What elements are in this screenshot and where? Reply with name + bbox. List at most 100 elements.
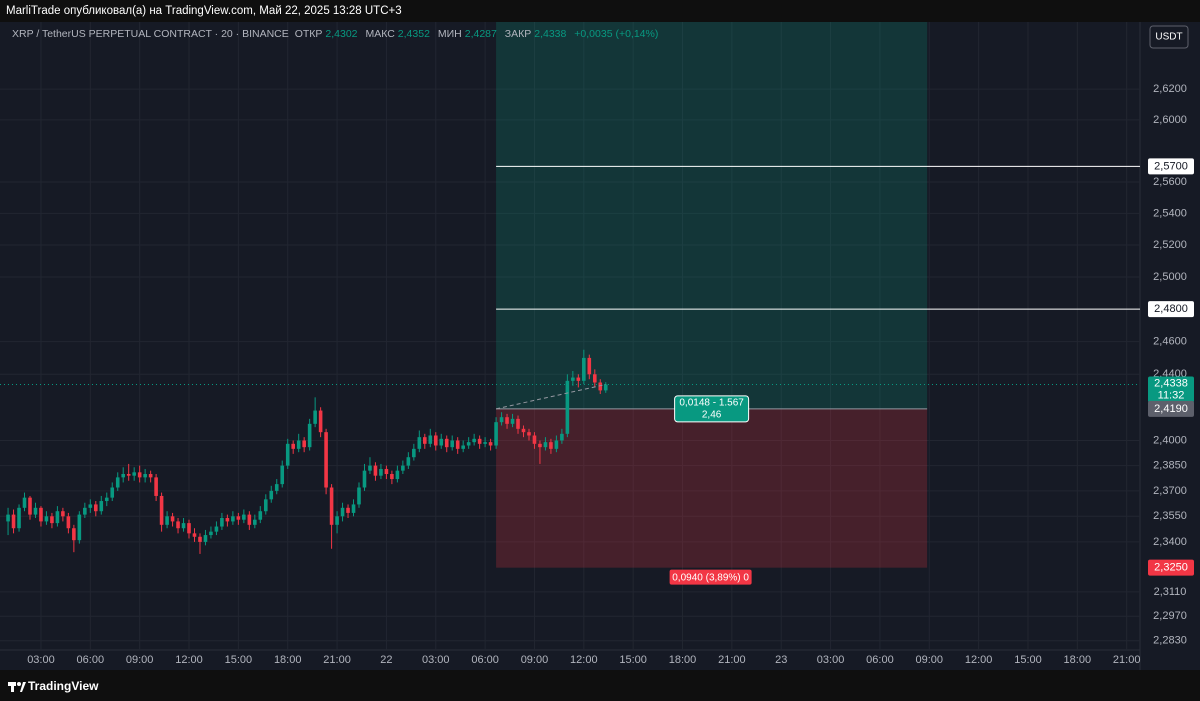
candle-body [401, 465, 405, 471]
low-value: 2,4287 [464, 28, 497, 40]
candle-body [17, 507, 21, 529]
candle-body [324, 432, 328, 488]
y-tick-label: 2,2830 [1153, 635, 1187, 647]
open-label: ОТКР [294, 28, 323, 40]
candle-body [307, 423, 312, 448]
candle-body [220, 518, 224, 527]
price-badge [1148, 301, 1194, 318]
candle-body [357, 487, 361, 505]
candle-body [422, 437, 427, 444]
candle-body [187, 523, 191, 534]
candle-body [165, 516, 169, 525]
candle-body [214, 526, 219, 532]
candle-body [318, 410, 323, 433]
candle-body [110, 487, 115, 498]
candle-body [406, 457, 411, 466]
x-tick-label: 03:00 [817, 654, 845, 666]
x-tick-label: 09:00 [126, 654, 154, 666]
open-value: 2,4302 [325, 28, 358, 40]
candle-body [302, 440, 306, 448]
x-tick-label: 21:00 [323, 654, 351, 666]
candle-body [510, 418, 515, 424]
y-tick-label: 2,3110 [1154, 586, 1187, 598]
candle-body [384, 468, 389, 475]
x-tick-label: 15:00 [619, 654, 647, 666]
brand: TradingView [28, 679, 99, 693]
x-tick-label: 23 [775, 654, 787, 666]
candle-body [181, 523, 186, 529]
candle-body [66, 516, 71, 529]
x-tick-label: 18:00 [1064, 654, 1092, 666]
candle-body [466, 442, 471, 446]
y-tick-label: 2,3850 [1153, 460, 1187, 472]
candle-body [455, 440, 460, 449]
y-tick-label: 2,5200 [1153, 239, 1187, 251]
x-tick-label: 03:00 [422, 654, 450, 666]
stop-badge [1148, 559, 1194, 576]
candle-body [368, 465, 372, 471]
candle-body [99, 501, 104, 512]
candle-body [242, 514, 246, 520]
candle-body [280, 465, 285, 485]
candle-body [137, 472, 142, 478]
candle-body [11, 514, 16, 529]
x-tick-label: 21:00 [718, 654, 746, 666]
candle-body [603, 384, 608, 391]
candle-body [50, 516, 54, 524]
candle-body [390, 474, 394, 480]
tv-logo [8, 682, 26, 692]
candle-body [61, 511, 65, 517]
candle-body [28, 497, 32, 515]
target-zone [496, 22, 928, 409]
candle-body [44, 516, 49, 522]
candle-body [373, 465, 378, 476]
candle-body [592, 374, 597, 383]
x-tick-label: 06:00 [471, 654, 499, 666]
candle-body [582, 357, 586, 381]
candle-body [258, 511, 263, 520]
price-badge-label: 2,5700 [1154, 160, 1188, 172]
entry-label: 2,4190 [1154, 403, 1188, 415]
y-tick-label: 2,2970 [1153, 610, 1187, 622]
candle-body [527, 432, 531, 436]
candle-body [6, 514, 10, 522]
candle-body [132, 472, 136, 476]
change-value: +0,0035 (+0,14%) [574, 28, 659, 40]
candle-body [176, 521, 180, 529]
currency-label[interactable]: USDT [1155, 32, 1182, 43]
current-price-badge [1148, 376, 1194, 403]
candle-body [417, 437, 422, 449]
x-tick-label: 12:00 [965, 654, 993, 666]
candle-body [126, 474, 131, 476]
candle-body [83, 507, 87, 515]
candle-body [576, 377, 581, 381]
candle-body [560, 433, 564, 441]
candle-body [296, 440, 301, 449]
candle-body [285, 443, 290, 466]
y-tick-label: 2,5400 [1153, 207, 1187, 219]
y-tick-label: 2,4600 [1153, 335, 1187, 347]
candle-body [505, 417, 509, 424]
y-tick-label: 2,6200 [1153, 83, 1187, 95]
stop-label-box [669, 569, 752, 585]
publisher-text: MarliTrade опубликовал(а) на TradingView… [6, 5, 402, 17]
candle-body [472, 438, 476, 443]
candle-body [379, 468, 383, 476]
footer-bar [0, 670, 1200, 701]
candle-body [395, 470, 400, 480]
candle-body [598, 382, 603, 391]
close-label: ЗАКР [504, 28, 532, 40]
y-tick-label: 2,4000 [1153, 434, 1187, 446]
candle-body [439, 438, 444, 446]
candle-body [209, 531, 213, 536]
candle-body [203, 535, 208, 542]
x-tick-label: 18:00 [669, 654, 697, 666]
candle-body [154, 477, 158, 496]
candle-body [494, 422, 498, 446]
candle-body [549, 442, 553, 449]
price-badge-label: 2,4800 [1154, 303, 1188, 315]
candle-body [461, 445, 465, 449]
currency-button[interactable] [1149, 25, 1189, 49]
